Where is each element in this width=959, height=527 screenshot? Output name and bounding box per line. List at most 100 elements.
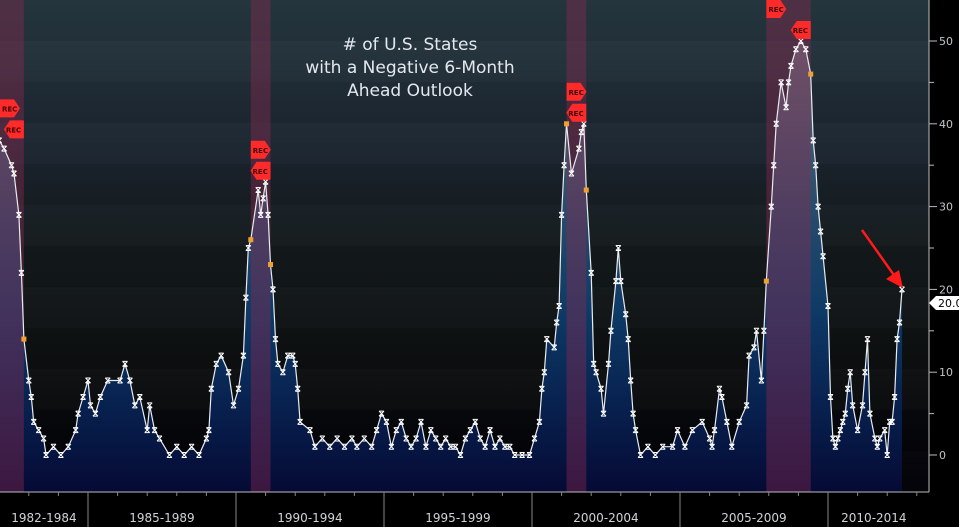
data-point (689, 427, 696, 434)
data-point (72, 427, 79, 434)
data-point (746, 352, 752, 359)
data-point (257, 211, 264, 218)
data-point (543, 336, 550, 343)
data-point (378, 410, 385, 417)
data-point (312, 443, 318, 450)
data-point (839, 418, 846, 425)
recession-flag: REC (3, 120, 24, 139)
data-point (825, 302, 831, 309)
data-point (268, 262, 274, 268)
recession-flag: REC (790, 21, 811, 39)
data-point (711, 427, 718, 434)
recession-flag: REC (250, 161, 271, 180)
data-point (173, 443, 180, 450)
data-point (899, 286, 905, 293)
x-period-label: 2005-2009 (721, 511, 786, 525)
data-point (608, 327, 614, 334)
data-point (600, 410, 607, 417)
data-point (793, 46, 799, 53)
data-point (87, 402, 94, 409)
y-tick-label: 50 (939, 35, 953, 48)
data-point (613, 278, 619, 285)
x-period-label: 2010-2014 (841, 511, 906, 525)
data-point (881, 427, 888, 434)
data-point (736, 418, 743, 425)
data-point (497, 435, 503, 442)
data-point (117, 377, 123, 384)
data-point (511, 452, 518, 458)
data-point (408, 443, 414, 450)
data-point (284, 352, 291, 359)
chart-title: # of U.S. States with a Negative 6-Month… (250, 34, 570, 103)
data-point (25, 377, 32, 384)
data-point (605, 360, 612, 367)
data-point (669, 443, 676, 450)
data-point (326, 443, 333, 450)
data-point (354, 443, 360, 450)
data-point (413, 435, 419, 442)
data-point (751, 344, 757, 351)
data-point (341, 443, 348, 450)
data-point (292, 360, 299, 367)
data-point (418, 418, 424, 425)
data-point (452, 443, 459, 450)
data-point (872, 435, 878, 442)
data-point (432, 435, 439, 442)
data-point (864, 336, 871, 343)
data-point (280, 369, 286, 376)
y-tick-label: 10 (939, 366, 953, 379)
y-tick-label: 20 (939, 283, 953, 296)
data-point (1, 145, 7, 152)
data-point (255, 187, 262, 194)
data-point (884, 452, 891, 458)
data-point (398, 418, 405, 425)
data-point (541, 369, 548, 376)
data-point (462, 435, 469, 442)
data-point (593, 369, 599, 376)
data-point (319, 435, 326, 442)
data-point (835, 435, 841, 442)
data-point (847, 369, 854, 376)
recession-band (566, 0, 587, 492)
recession-flag-label: REC (568, 110, 583, 118)
data-point (728, 443, 735, 450)
data-point (827, 394, 834, 401)
data-point (245, 245, 252, 251)
data-point (203, 435, 210, 442)
x-period-label: 1995-1999 (425, 511, 490, 525)
data-point (260, 195, 266, 202)
data-point (630, 410, 636, 417)
data-point (876, 435, 883, 442)
data-point (590, 360, 597, 367)
data-point (659, 443, 666, 450)
data-point (334, 435, 340, 442)
data-point (188, 443, 195, 450)
data-point (447, 443, 454, 450)
data-point (403, 435, 410, 442)
data-point (788, 62, 794, 69)
data-point (487, 427, 493, 434)
data-point (896, 319, 903, 326)
data-point (812, 162, 819, 169)
data-point (598, 385, 604, 392)
data-point (706, 435, 713, 442)
data-point (208, 385, 215, 392)
data-point (21, 336, 27, 342)
data-point (785, 79, 792, 86)
data-point (43, 452, 49, 458)
data-point (519, 452, 525, 458)
data-point (166, 452, 173, 458)
data-point (297, 418, 303, 425)
data-point (18, 269, 25, 276)
data-point (502, 443, 508, 450)
data-point (844, 385, 851, 392)
data-point (588, 269, 595, 276)
data-point (674, 427, 681, 434)
data-point (645, 443, 651, 450)
data-point (65, 443, 72, 450)
data-point (151, 427, 158, 434)
data-point (539, 385, 545, 392)
data-point (894, 336, 900, 343)
data-point (859, 402, 866, 409)
